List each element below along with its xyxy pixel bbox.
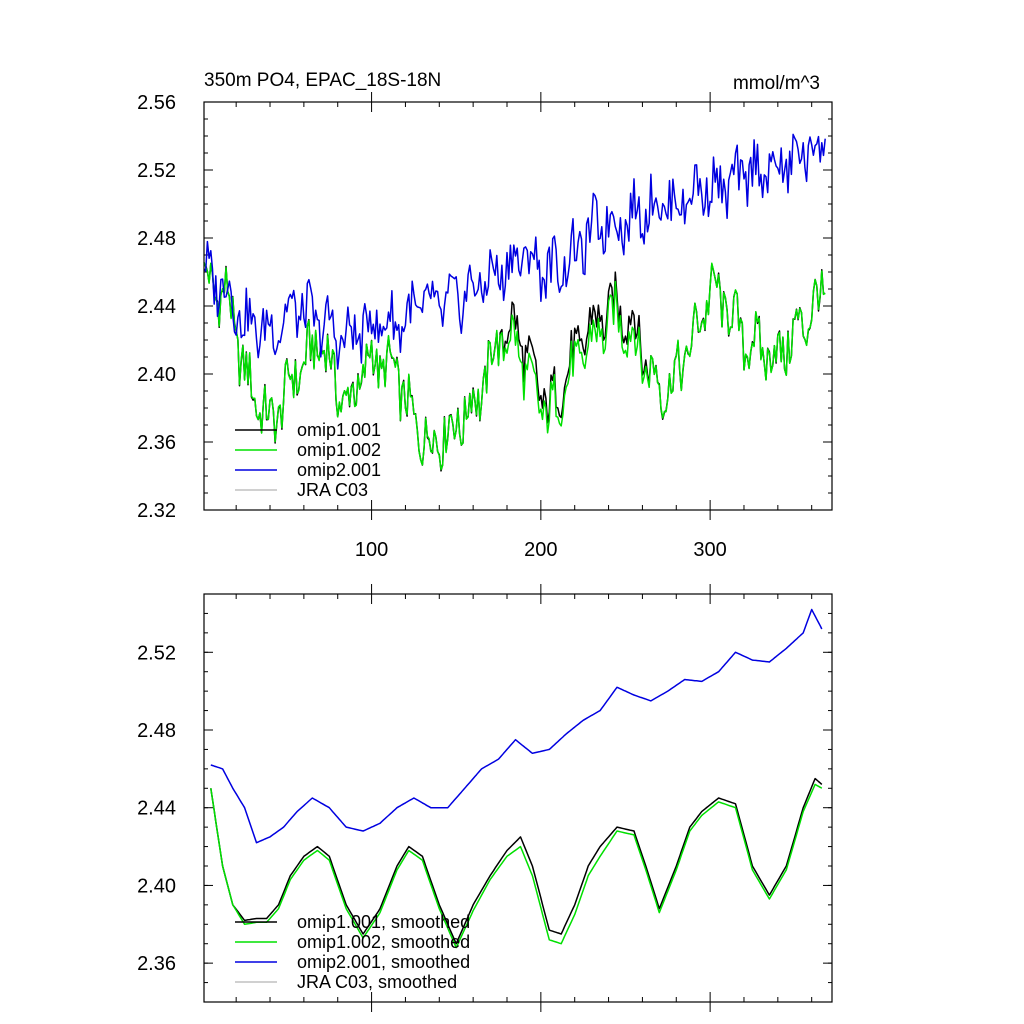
y-tick-label: 2.40 — [137, 875, 176, 897]
x-tick-label: 100 — [355, 539, 388, 561]
legend-label: JRA C03 — [297, 480, 368, 500]
plot-frame — [203, 101, 833, 511]
y-tick-label: 2.36 — [137, 432, 176, 454]
series-line-omip1-002-smoothed — [210, 783, 823, 949]
legend-label: omip1.002, smoothed — [297, 932, 470, 952]
y-tick-label: 2.56 — [137, 92, 176, 114]
y-tick-label: 2.48 — [137, 720, 176, 742]
axis-ticks: 2.36 2.40 2.44 2.48 2.52 — [137, 584, 832, 1012]
series-line-omip1-002 — [203, 262, 826, 471]
y-tick-label: 2.36 — [137, 953, 176, 975]
series-line-omip2-001-smoothed — [210, 608, 823, 844]
y-tick-label: 2.44 — [137, 798, 176, 820]
x-tick-label: 300 — [693, 539, 726, 561]
legend-label: JRA C03, smoothed — [297, 972, 457, 992]
units-label: mmol/m^3 — [733, 73, 820, 94]
series-group — [203, 133, 826, 472]
y-tick-label: 2.32 — [137, 500, 176, 522]
series-group — [210, 608, 823, 949]
y-tick-label: 2.52 — [137, 642, 176, 664]
chart-title: 350m PO4, EPAC_18S-18N — [204, 70, 441, 91]
legend-label: omip2.001, smoothed — [297, 952, 470, 972]
series-line-omip1-001-smoothed — [210, 777, 823, 945]
legend-label: omip2.001 — [297, 460, 381, 480]
legend-label: omip1.001 — [297, 420, 381, 440]
panel-bottom: 2.36 2.40 2.44 2.48 2.52 omip1.001, smoothed… — [137, 584, 833, 1012]
y-tick-label: 2.44 — [137, 296, 176, 318]
axis-ticks: 2.32 2.36 2.40 2.44 2.48 2.52 2.56 100 200 300 — [137, 92, 832, 561]
x-tick-label: 200 — [524, 539, 557, 561]
y-tick-label: 2.48 — [137, 228, 176, 250]
plot-frame — [203, 593, 833, 1003]
legend-label: omip1.001, smoothed — [297, 912, 470, 932]
y-tick-label: 2.52 — [137, 160, 176, 182]
panel-top: 350m PO4, EPAC_18S-18N mmol/m^3 2.32 2.36… — [137, 70, 833, 561]
legend-label: omip1.002 — [297, 440, 381, 460]
y-tick-label: 2.40 — [137, 364, 176, 386]
series-line-omip2-001 — [203, 133, 826, 370]
